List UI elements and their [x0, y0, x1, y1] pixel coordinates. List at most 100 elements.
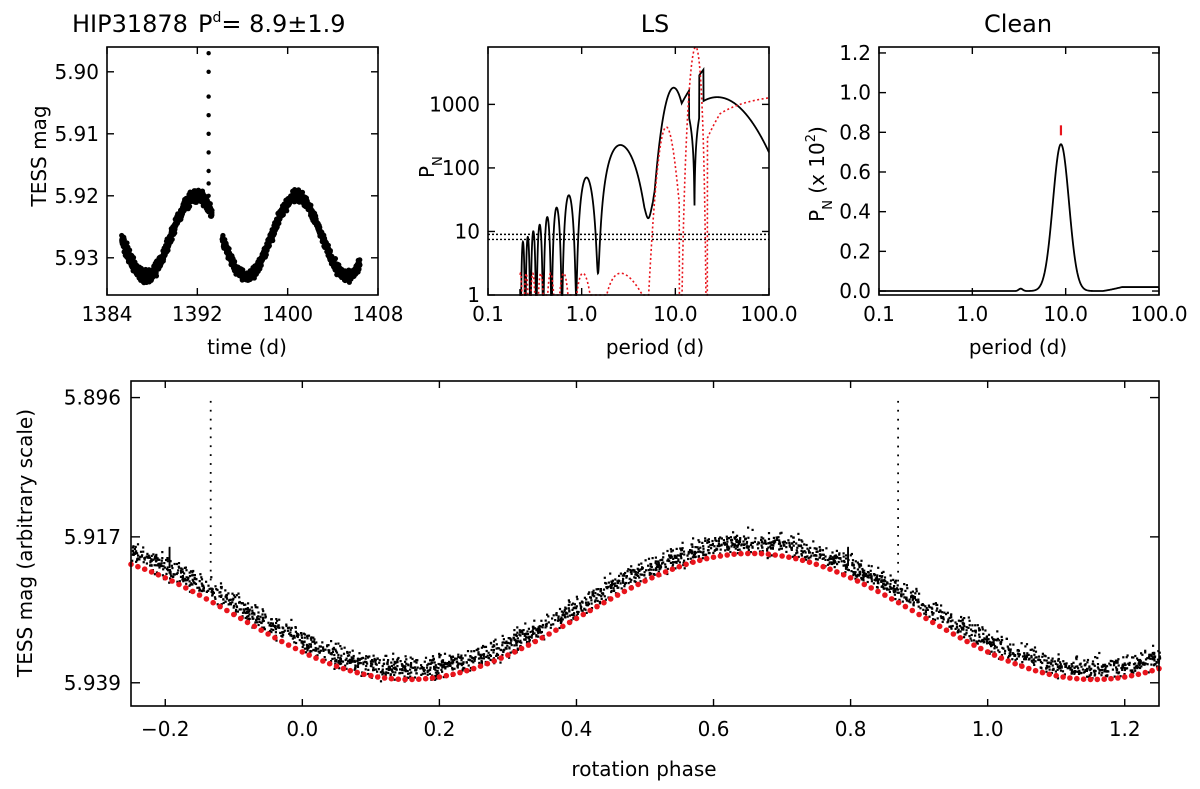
phase-point [870, 565, 873, 568]
phase-point [1113, 663, 1116, 666]
ls-ytick-label: 100 [442, 156, 480, 180]
phase-point [286, 627, 290, 630]
phase-point [319, 649, 322, 652]
phase-point [1076, 665, 1079, 668]
phase-point [492, 644, 495, 647]
phase-point [1098, 672, 1101, 675]
phase-point [1073, 672, 1076, 675]
phase-point [745, 540, 749, 544]
phase-point [482, 653, 486, 656]
phase-point [957, 630, 960, 634]
lc-flare-point [206, 168, 211, 174]
phase-point [1098, 669, 1101, 672]
phase-point [1023, 652, 1026, 655]
phase-point [450, 656, 453, 660]
phase-point [610, 589, 613, 592]
phase-point [163, 566, 166, 569]
phase-point [300, 640, 303, 643]
lc-point [240, 267, 246, 273]
phase-point [777, 542, 781, 545]
lc-point [187, 203, 193, 209]
phase-point [969, 637, 972, 640]
phase-point [300, 634, 303, 637]
phase-point [366, 662, 369, 665]
phase-point [558, 626, 561, 630]
phase-point [924, 609, 927, 612]
phase-point [1014, 659, 1017, 662]
phase-point [451, 655, 455, 658]
phase-point [252, 617, 255, 620]
phase-point [607, 585, 610, 588]
phase-point [824, 558, 827, 561]
phase-point [512, 636, 515, 639]
phase-point [1056, 677, 1060, 680]
phase-point [515, 644, 518, 647]
phase-point [508, 656, 511, 659]
phase-point [303, 633, 307, 636]
phase-point [316, 654, 319, 657]
phase-point [1051, 664, 1054, 667]
phase-point [309, 645, 313, 648]
phase-point [1093, 669, 1096, 672]
phase-point [573, 612, 576, 615]
phase-point [479, 655, 482, 658]
phase-point [228, 598, 231, 601]
phase-point [1034, 650, 1038, 653]
phase-point [1139, 660, 1142, 663]
phase-fit-point [1101, 676, 1107, 682]
phase-point [845, 554, 848, 557]
phase-point [468, 658, 471, 661]
phase-point [622, 573, 625, 576]
phase-point [513, 633, 516, 636]
phase-point [1094, 673, 1097, 676]
phase-point [987, 638, 990, 641]
phase-point [889, 587, 893, 590]
phase-point [549, 626, 552, 629]
phase-point [427, 669, 431, 672]
phase-point [416, 666, 419, 669]
phase-point [636, 571, 640, 574]
phase-point [795, 542, 798, 545]
phase-point [437, 672, 440, 675]
phase-point [403, 667, 406, 670]
phase-point [742, 546, 745, 550]
phase-spike-point [209, 516, 212, 519]
phase-point [846, 563, 849, 566]
lc-xtick-label: 1400 [262, 302, 313, 326]
phase-point [1136, 667, 1139, 670]
phase-point [962, 627, 965, 630]
phase-point [1151, 658, 1154, 661]
phase-point [818, 556, 821, 559]
phase-point [1060, 666, 1063, 669]
phase-point [235, 594, 238, 597]
phase-point [598, 594, 601, 597]
phase-spike-point [209, 587, 212, 590]
phase-point [188, 571, 191, 574]
phase-point [393, 666, 397, 669]
phase-point [419, 667, 422, 670]
phase-point [289, 628, 292, 631]
phase-fit-point [1108, 675, 1114, 682]
phase-point [883, 587, 886, 590]
phase-point [347, 660, 350, 663]
phase-point [974, 631, 977, 634]
phase-point [908, 598, 911, 601]
phase-point [456, 664, 459, 667]
phase-point [150, 554, 153, 557]
phase-point [658, 563, 661, 566]
phase-point [711, 542, 714, 545]
phase-point [1023, 656, 1027, 659]
phase-point [1007, 649, 1011, 652]
phase-point [434, 664, 437, 667]
lc-xtick-label: 1408 [353, 302, 404, 326]
phase-point [811, 552, 814, 555]
phase-point [279, 631, 282, 634]
phase-point [766, 549, 769, 552]
phase-point [1058, 665, 1061, 668]
phase-point [590, 607, 594, 610]
phase-point [1058, 667, 1061, 670]
phase-point [809, 556, 812, 559]
phase-point [451, 668, 454, 671]
phase-point [1021, 655, 1025, 658]
phase-point [170, 564, 173, 567]
